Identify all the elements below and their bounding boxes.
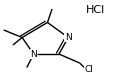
Text: HCl: HCl (86, 5, 105, 15)
Text: N: N (65, 33, 72, 42)
Text: N: N (30, 50, 37, 59)
Text: Cl: Cl (84, 65, 93, 74)
